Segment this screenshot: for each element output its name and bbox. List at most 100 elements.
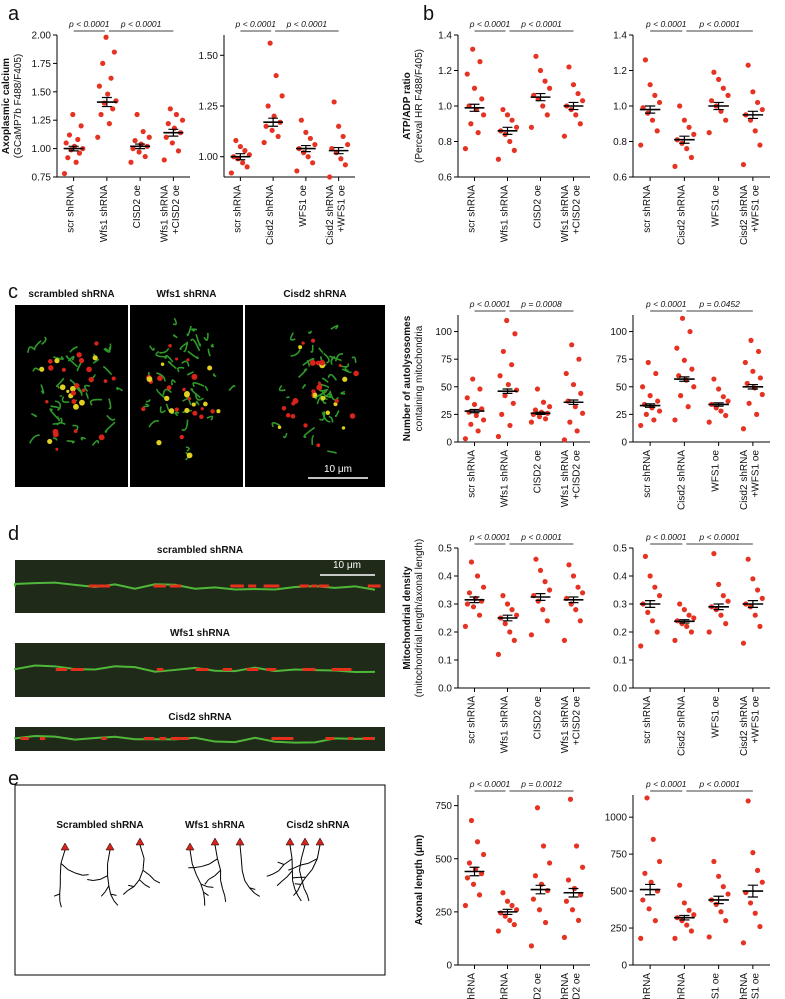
data-point [645, 359, 651, 366]
data-point [744, 380, 750, 387]
data-point [495, 156, 502, 162]
data-point [265, 103, 271, 109]
data-point [754, 587, 761, 593]
x-tick-label: Cisd2 shRNA [676, 185, 687, 245]
data-point [579, 590, 586, 596]
mito-filament [156, 372, 166, 382]
data-point [757, 623, 763, 630]
data-point [723, 117, 729, 123]
data-point [546, 404, 553, 410]
y-tick-label: 1.00 [32, 144, 52, 155]
neurite [297, 895, 302, 902]
mito-filament [271, 422, 281, 428]
y-tick-label: 1.50 [199, 51, 219, 62]
data-point [532, 873, 539, 879]
data-point [495, 928, 502, 934]
x-tick-label: WFS1 oe [298, 185, 309, 227]
x-tick-label: Wfs1 shRNA [99, 185, 110, 243]
scale-bar-label: 10 μm [324, 464, 352, 475]
data-point [470, 604, 477, 610]
neurite [133, 879, 140, 887]
neurite [305, 869, 313, 878]
data-point [691, 131, 697, 137]
x-tick-label: Wfs1 shRNA [500, 973, 511, 999]
mito-filament [351, 356, 357, 363]
data-point [476, 892, 483, 898]
data-point [509, 362, 515, 368]
lysosome [168, 408, 175, 414]
data-point [495, 433, 502, 440]
data-point [473, 412, 479, 419]
lysosome [186, 452, 193, 459]
data-point [140, 128, 146, 135]
data-point [128, 159, 134, 165]
data-point [561, 934, 568, 940]
y-axis-label: (Perceval HR F488/F405) [414, 49, 425, 163]
data-point [654, 629, 660, 635]
data-point [748, 337, 754, 343]
lysosome [179, 434, 184, 440]
mito-filament [67, 355, 75, 362]
data-point [655, 398, 661, 404]
neurite [59, 901, 62, 908]
mito-filament [55, 377, 65, 388]
y-tick-label: 50 [441, 382, 453, 393]
y-tick-label: 0.0 [438, 684, 452, 695]
lysosome [316, 384, 323, 391]
mito-filament [83, 384, 91, 393]
data-point [684, 146, 690, 152]
data-point [167, 106, 173, 112]
neurite [113, 900, 119, 906]
mitochondrion [169, 584, 182, 588]
lysosome [310, 338, 316, 343]
neurite [241, 870, 246, 881]
data-point [647, 82, 653, 88]
image-label: Wfs1 shRNA [185, 820, 245, 831]
data-point [275, 133, 281, 140]
neurite [308, 858, 318, 864]
neurite [283, 858, 293, 865]
mito-filament [290, 349, 301, 357]
lysosome [98, 434, 105, 441]
data-point [509, 607, 515, 613]
neurite [249, 887, 256, 890]
neurite [272, 870, 279, 875]
data-point [561, 637, 568, 644]
x-tick-label: Wfs1 shRNA [500, 185, 511, 243]
neurite [201, 863, 210, 868]
mito-filament [85, 392, 89, 400]
mito-filament [164, 354, 174, 363]
y-tick-label: 750 [610, 850, 627, 861]
data-point [338, 156, 344, 162]
lysosome [301, 341, 305, 345]
data-point [759, 595, 765, 602]
neurite [297, 884, 302, 892]
neurite [59, 885, 61, 895]
data-point [706, 419, 712, 425]
panel-letter: d [8, 523, 19, 545]
mitochondrion [267, 584, 280, 588]
lysosome [146, 376, 153, 382]
data-point [725, 398, 731, 404]
lysosome [192, 410, 198, 416]
p-value: p < 0.0001 [469, 532, 511, 542]
data-point [566, 562, 572, 568]
mito-filament [183, 341, 189, 353]
p-value: p < 0.0001 [645, 779, 687, 789]
y-axis-label: Number of autolysosomes [402, 315, 413, 441]
lysosome [320, 395, 326, 401]
y-tick-label: 1000 [605, 813, 628, 824]
neurite [93, 878, 101, 881]
p-value: p < 0.0001 [698, 779, 740, 789]
x-tick-label: WFS1 oe [711, 696, 722, 738]
lysosome [52, 431, 59, 438]
neurite [288, 867, 295, 871]
data-point [480, 112, 487, 118]
neurite [127, 886, 135, 891]
data-point [740, 640, 747, 646]
mitochondrion [153, 584, 166, 588]
data-point [298, 117, 304, 123]
mito-filament [278, 384, 286, 392]
error-bar [101, 96, 112, 108]
lysosome [182, 387, 186, 392]
